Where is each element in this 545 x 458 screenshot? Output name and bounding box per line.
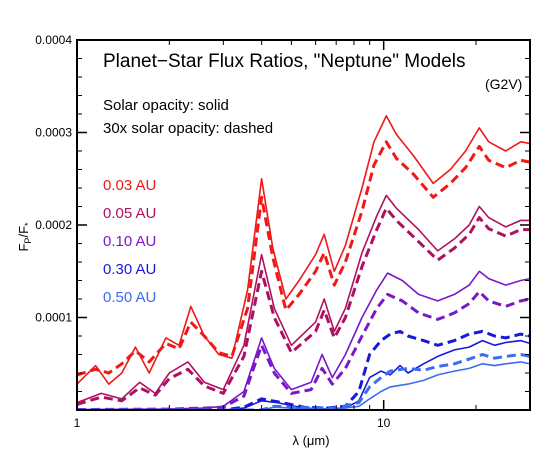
series-line-0-10-au-solid bbox=[77, 270, 530, 410]
series-line-0-03-au-dashed bbox=[77, 140, 530, 377]
y-tick-label: 0.0001 bbox=[35, 311, 72, 325]
series-line-0-50-au-dashed bbox=[77, 353, 530, 410]
x-tick-label: 1 bbox=[74, 416, 81, 430]
y-axis-label: FP/F* bbox=[16, 222, 33, 252]
legend-label-0-50au: 0.50 AU bbox=[103, 289, 156, 306]
legend-label-0-30au: 0.30 AU bbox=[103, 261, 156, 278]
legend-note-solid: Solar opacity: solid bbox=[103, 97, 229, 114]
legend-label-0-10au: 0.10 AU bbox=[103, 233, 156, 250]
svg-text:FP/F*: FP/F* bbox=[16, 222, 33, 252]
series-line-0-30-au-solid bbox=[77, 339, 530, 410]
y-tick-label: 0.0002 bbox=[35, 218, 72, 232]
y-tick-label: 0.0004 bbox=[35, 33, 72, 47]
x-axis-label: λ (μm) bbox=[292, 433, 329, 448]
plot-frame bbox=[76, 39, 531, 411]
legend-note-dashed: 30x solar opacity: dashed bbox=[103, 120, 273, 137]
series-line-0-05-au-solid bbox=[77, 194, 530, 404]
chart-title: Planet−Star Flux Ratios, "Neptune" Model… bbox=[103, 51, 466, 72]
series-layer bbox=[77, 115, 530, 410]
legend-label-0-03au: 0.03 AU bbox=[103, 177, 156, 194]
axis-ticks: 1 10 0.0001 0.0002 0.0003 0.0004 bbox=[35, 33, 530, 430]
series-line-0-30-au-dashed bbox=[77, 329, 530, 410]
legend-label-0-05au: 0.05 AU bbox=[103, 205, 156, 222]
series-line-0-10-au-dashed bbox=[77, 290, 530, 410]
x-tick-label: 10 bbox=[377, 416, 391, 430]
chart-subtitle: (G2V) bbox=[485, 76, 522, 92]
y-tick-label: 0.0003 bbox=[35, 126, 72, 140]
series-line-0-05-au-dashed bbox=[77, 206, 530, 406]
series-line-0-03-au-solid bbox=[77, 115, 530, 385]
